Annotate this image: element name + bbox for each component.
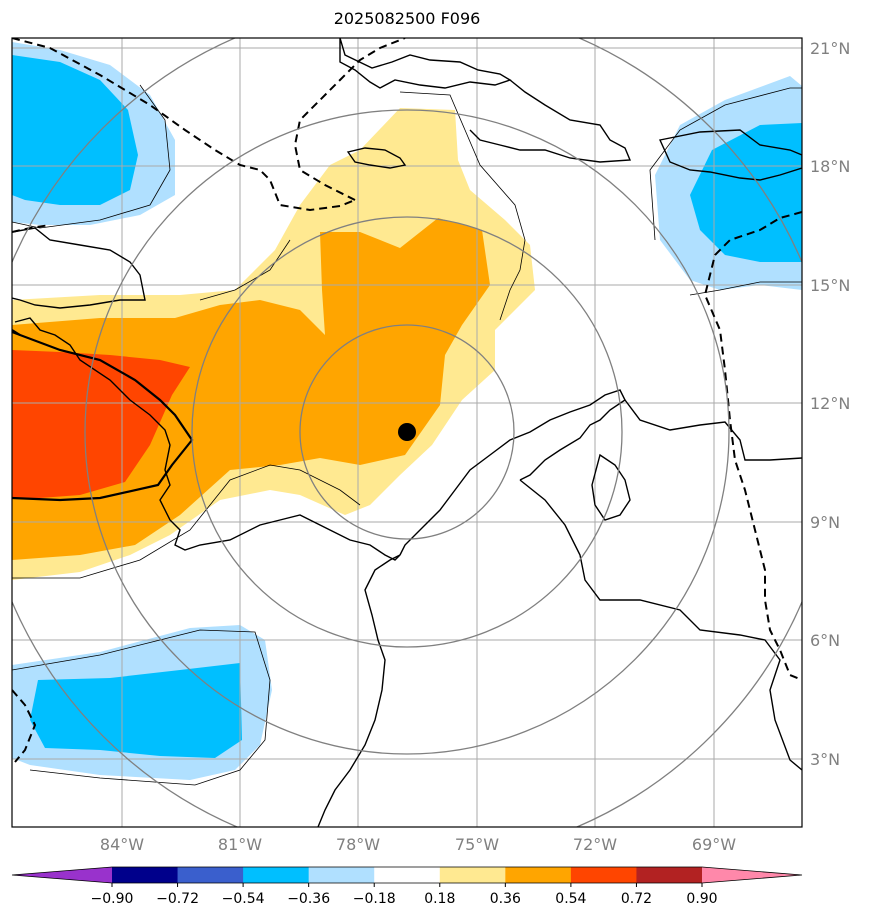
positive-region-mid [12,218,490,560]
lat-label: 15°N [810,276,850,295]
lat-label: 6°N [810,631,840,650]
colorbar-label: −0.18 [353,891,396,907]
lat-lon-grid [12,38,802,827]
lat-label: 18°N [810,157,850,176]
dashed-cuba [293,38,406,201]
dashed-sw2 [12,689,37,763]
hispaniola-coast [658,129,802,181]
colorbar-label: 0.54 [555,891,586,907]
lat-label: 21°N [810,39,850,58]
dashed-boundaries [12,38,802,763]
colorbar-label: 0.72 [621,891,652,907]
colorbar-label: −0.90 [91,891,134,907]
lon-label: 69°W [692,835,736,854]
map-frame [11,37,803,828]
colorbar-segment [570,867,637,883]
range-ring-1 [299,324,515,540]
map-area [12,38,802,827]
cuba-east [469,79,632,163]
longitude-labels: 84°W 81°W 78°W 75°W 72°W 69°W [100,835,736,854]
dashed-sw [12,224,51,233]
negative-region-strong [690,123,802,262]
boundary-west [12,329,21,336]
lat-label: 3°N [810,750,840,769]
colombia-coast [399,389,626,556]
central-america-coast [12,227,146,309]
country-border [519,479,802,771]
colorbar-segment [439,867,506,883]
colorbar-segment [243,867,310,883]
anomaly-fill [12,42,802,780]
latitude-labels: 21°N 18°N 15°N 12°N 9°N 6°N 3°N [810,39,850,769]
lon-label: 75°W [455,835,499,854]
range-rings [12,38,802,827]
venezuela-coast [624,399,802,461]
colorbar-label: −0.72 [156,891,199,907]
colorbar-segment [505,867,572,883]
range-ring-2 [191,216,623,648]
colorbar-label: 0.90 [686,891,717,907]
colorbar-extend-high [702,867,802,883]
storm-center-marker [398,423,416,441]
lat-label: 12°N [810,394,850,413]
range-ring-3 [84,109,730,755]
colorbar-label: 0.36 [490,891,521,907]
jamaica-coast [346,147,407,169]
negative-region-strong [30,663,242,758]
colorbar-label: −0.36 [287,891,330,907]
colorbar-segment [308,867,375,883]
contour-outlines [12,84,802,786]
colorbar-segment [112,867,179,883]
colorbar-segment [374,867,441,883]
negative-region-strong [12,55,138,205]
lon-label: 78°W [336,835,380,854]
lon-label: 72°W [573,835,617,854]
lat-label: 9°N [810,513,840,532]
map-title: 2025082500 F096 [333,9,481,28]
lon-label: 81°W [218,835,262,854]
lon-label: 84°W [100,835,144,854]
colorbar-segment [177,867,244,883]
dashed-east [703,211,802,681]
dashed-nw [12,38,356,212]
pacific-coast [317,554,401,827]
colorbar-extend-low [12,867,112,883]
colorbar-label: −0.54 [222,891,265,907]
cuba-coast [339,38,512,89]
colorbar-segment [636,867,703,883]
colorbar-label: 0.18 [424,891,455,907]
colorbar: −0.90 −0.72 −0.54 −0.36 −0.18 0.18 0.36 0.54 0.7… [11,866,803,907]
